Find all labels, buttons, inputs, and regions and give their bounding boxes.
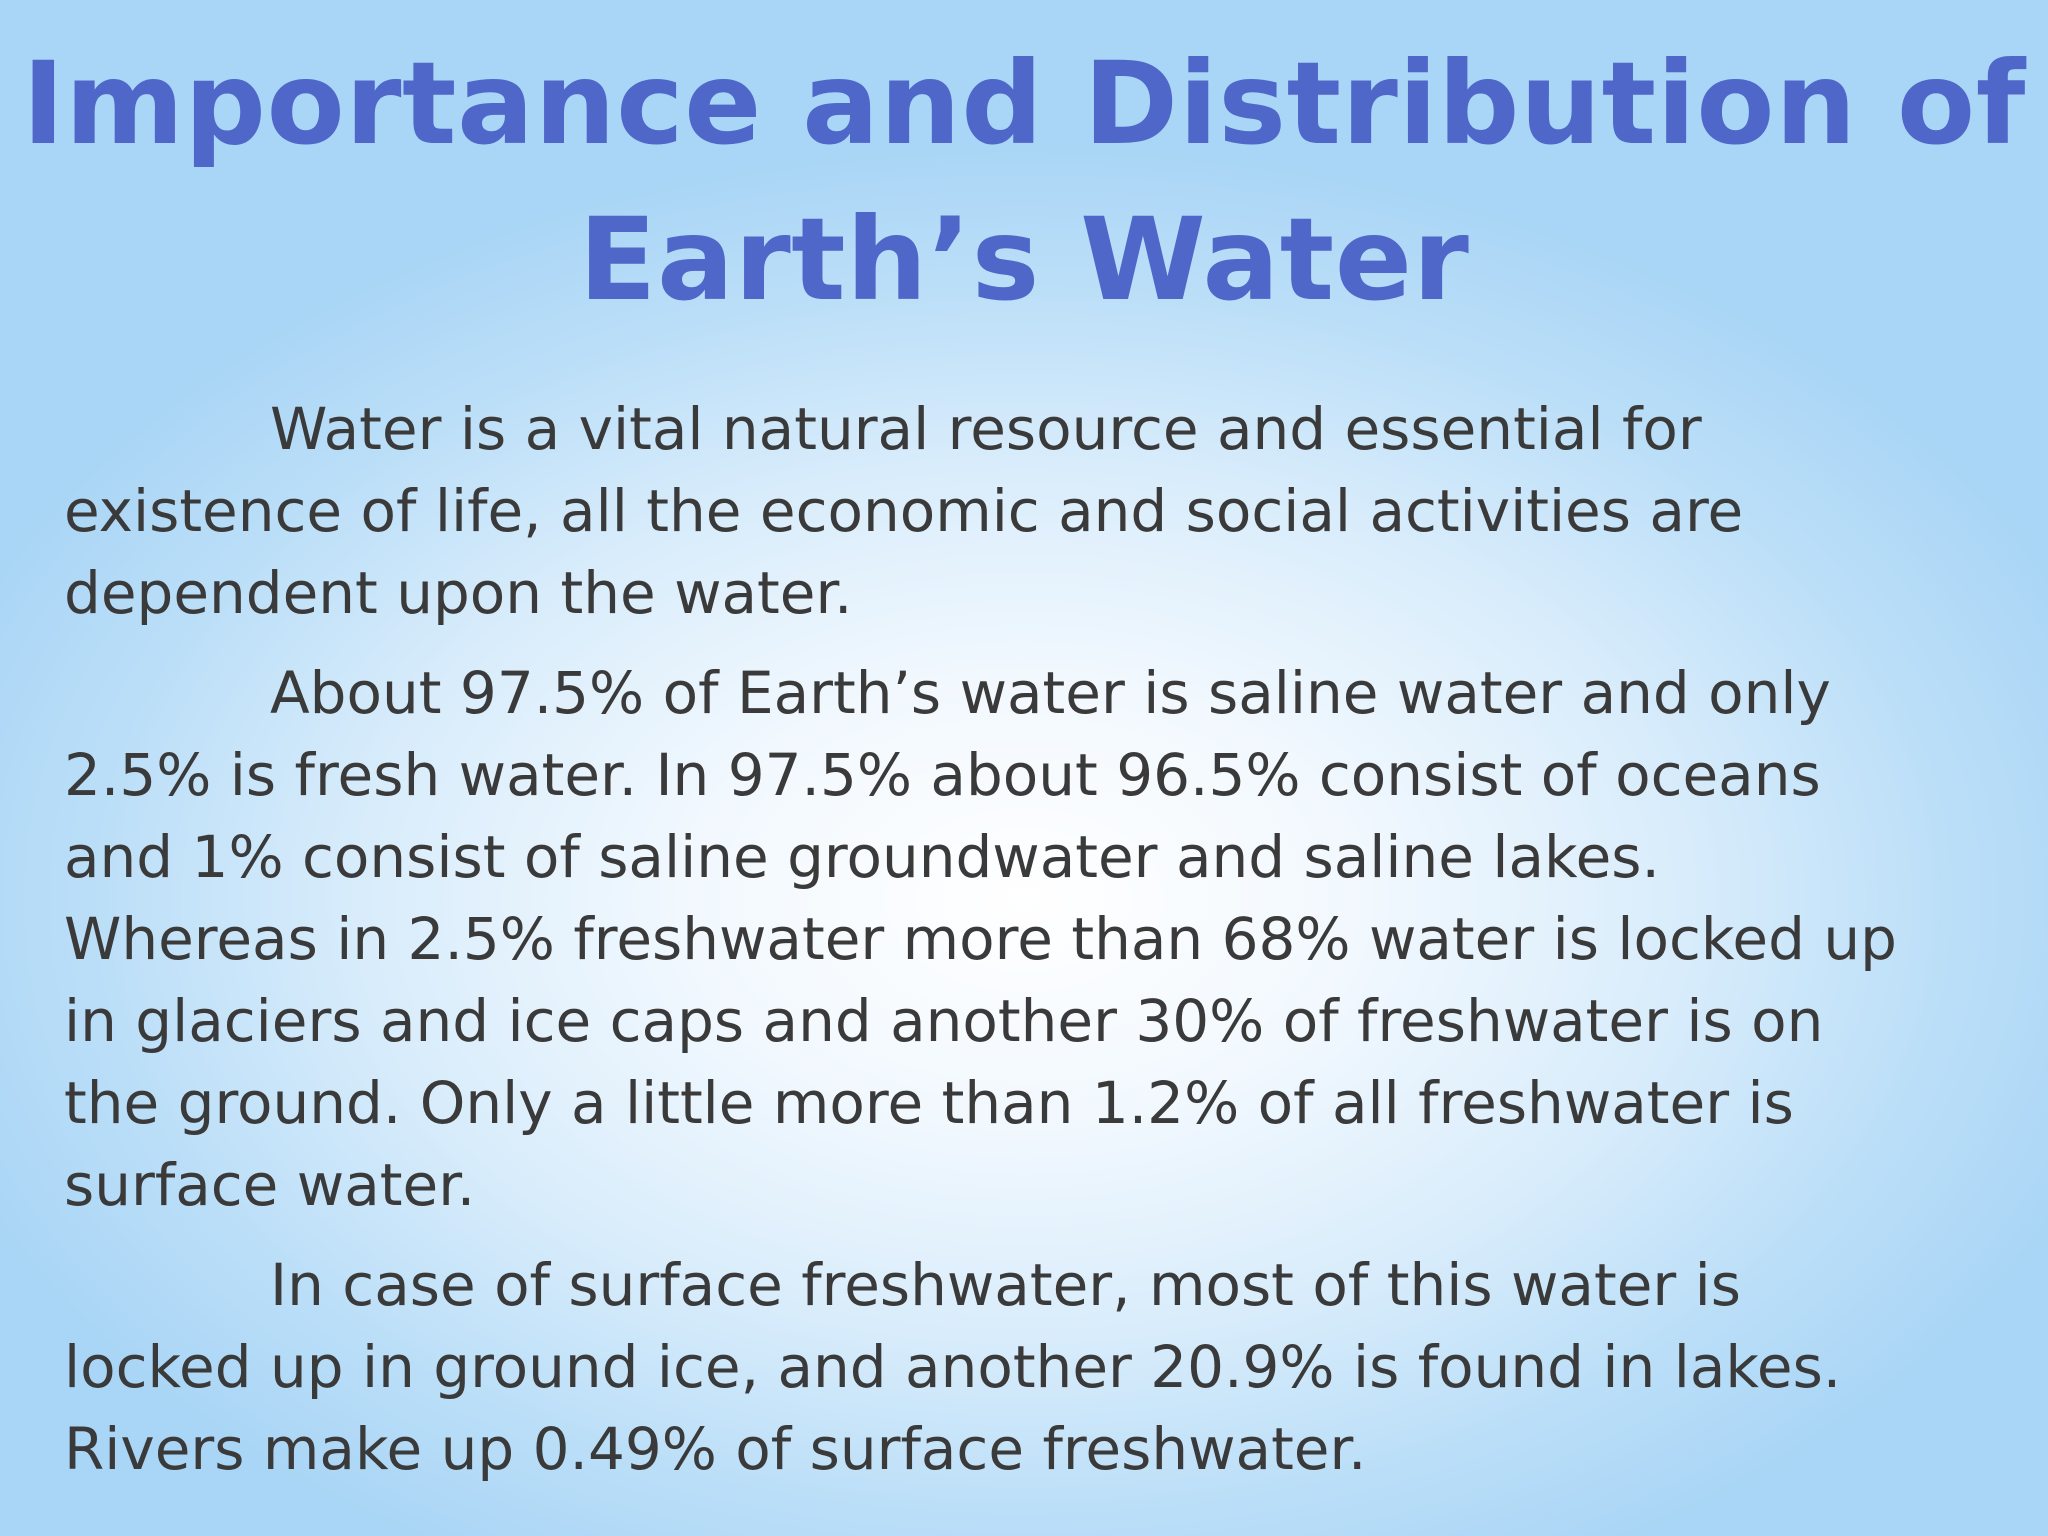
slide-title-line-1: Importance and Distribution of [22,37,2026,170]
slide-body: Water is a vital natural resource and es… [64,388,1994,1508]
paragraph-water-importance: Water is a vital natural resource and es… [64,395,1744,627]
slide-title: Importance and Distribution of Earth’s W… [0,26,2048,338]
paragraph-surface-freshwater: In case of surface freshwater, most of t… [64,1251,1842,1483]
slide-title-line-2: Earth’s Water [578,193,1470,326]
paragraph-water-distribution: About 97.5% of Earth’s water is saline w… [64,659,1897,1219]
